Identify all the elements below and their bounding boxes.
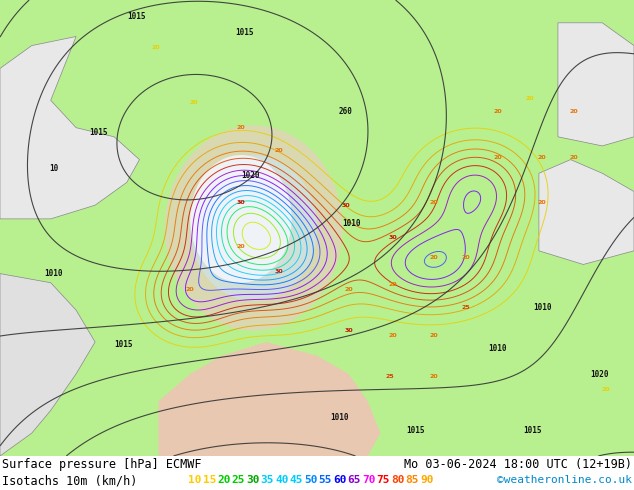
Text: 30: 30 — [341, 203, 350, 208]
Text: 20: 20 — [217, 475, 231, 485]
Text: 20: 20 — [430, 374, 439, 379]
Text: 20: 20 — [569, 109, 578, 114]
Text: 20: 20 — [189, 100, 198, 105]
Text: 1015: 1015 — [406, 426, 425, 436]
Text: 20: 20 — [601, 388, 610, 392]
Text: 20: 20 — [525, 96, 534, 100]
Text: ©weatheronline.co.uk: ©weatheronline.co.uk — [497, 475, 632, 485]
Text: 30: 30 — [389, 235, 398, 240]
Text: 40: 40 — [275, 475, 288, 485]
Text: 50: 50 — [304, 475, 318, 485]
Polygon shape — [0, 273, 95, 456]
Text: 10: 10 — [188, 475, 202, 485]
Polygon shape — [158, 342, 380, 456]
Text: 90: 90 — [420, 475, 434, 485]
Text: 20: 20 — [430, 255, 439, 260]
Text: 75: 75 — [377, 475, 390, 485]
Text: 1010: 1010 — [488, 344, 507, 353]
Text: 30: 30 — [275, 269, 283, 274]
Text: 85: 85 — [406, 475, 419, 485]
Polygon shape — [0, 36, 139, 219]
Text: 20: 20 — [430, 200, 439, 205]
Text: Surface pressure [hPa] ECMWF: Surface pressure [hPa] ECMWF — [2, 458, 202, 471]
Text: 20: 20 — [236, 244, 245, 249]
Text: 1010: 1010 — [44, 269, 63, 278]
Polygon shape — [558, 23, 634, 146]
Text: Isotachs 10m (km/h): Isotachs 10m (km/h) — [2, 475, 145, 488]
Text: 80: 80 — [391, 475, 404, 485]
Text: 30: 30 — [236, 200, 245, 205]
Text: 20: 20 — [538, 200, 547, 205]
Ellipse shape — [190, 155, 317, 301]
Text: 25: 25 — [231, 475, 245, 485]
Ellipse shape — [165, 125, 342, 331]
Text: 20: 20 — [462, 255, 470, 260]
Text: 20: 20 — [151, 46, 160, 50]
Text: 65: 65 — [347, 475, 361, 485]
Text: 45: 45 — [290, 475, 303, 485]
Ellipse shape — [190, 155, 292, 283]
Text: 20: 20 — [430, 333, 439, 338]
Text: 1015: 1015 — [89, 128, 108, 137]
Text: 20: 20 — [344, 287, 353, 292]
Text: 20: 20 — [538, 155, 547, 160]
Text: 1015: 1015 — [523, 426, 542, 436]
Text: 55: 55 — [318, 475, 332, 485]
Text: 30: 30 — [344, 328, 353, 333]
Text: 20: 20 — [275, 148, 283, 153]
Text: 260: 260 — [339, 107, 353, 116]
Text: 20: 20 — [493, 109, 502, 114]
Text: 1015: 1015 — [235, 28, 254, 37]
Text: 1020: 1020 — [590, 370, 609, 379]
Text: 1010: 1010 — [330, 413, 349, 422]
Text: 20: 20 — [236, 125, 245, 130]
Text: 1015: 1015 — [127, 12, 146, 21]
Text: 35: 35 — [261, 475, 274, 485]
Text: 20: 20 — [186, 287, 195, 292]
Text: 15: 15 — [202, 475, 216, 485]
Text: 25: 25 — [385, 374, 394, 379]
Text: 10: 10 — [49, 164, 58, 173]
Polygon shape — [539, 160, 634, 265]
Text: 60: 60 — [333, 475, 347, 485]
Text: 30: 30 — [246, 475, 259, 485]
Text: 20: 20 — [569, 155, 578, 160]
Text: 1010: 1010 — [342, 219, 361, 228]
Text: 25: 25 — [462, 305, 470, 310]
Text: Mo 03-06-2024 18:00 UTC (12+19B): Mo 03-06-2024 18:00 UTC (12+19B) — [404, 458, 632, 471]
Text: 1020: 1020 — [241, 171, 260, 180]
Text: 1015: 1015 — [114, 340, 133, 349]
Text: 70: 70 — [362, 475, 375, 485]
Text: 1010: 1010 — [533, 303, 552, 312]
Text: 20: 20 — [389, 283, 398, 288]
Text: 20: 20 — [389, 333, 398, 338]
Text: 20: 20 — [493, 155, 502, 160]
